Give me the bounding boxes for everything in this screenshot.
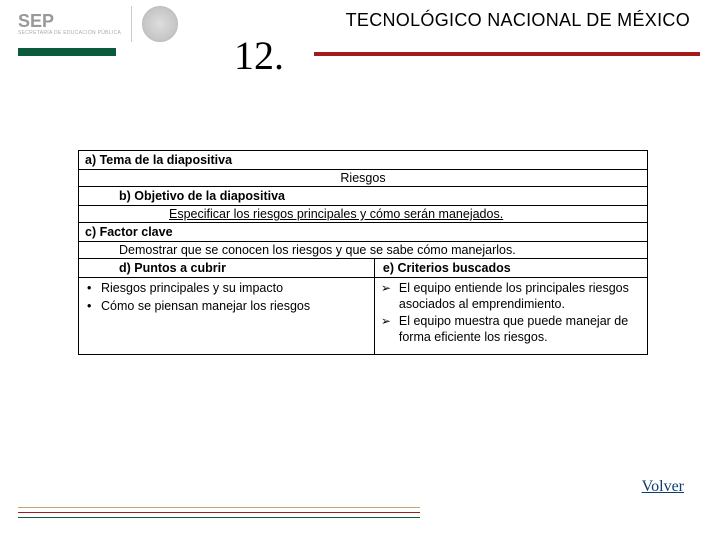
table-row: Especificar los riesgos principales y có…	[79, 206, 648, 223]
content-area: a) Tema de la diapositiva Riesgos b) Obj…	[78, 150, 648, 355]
section-c-value: Demostrar que se conocen los riesgos y q…	[79, 242, 648, 259]
section-e-items: El equipo entiende los principales riesg…	[374, 278, 647, 355]
table-row: b) Objetivo de la diapositiva	[79, 187, 648, 206]
green-accent-bar	[18, 48, 116, 56]
table-row: Demostrar que se conocen los riesgos y q…	[79, 242, 648, 259]
table-row: Riesgos	[79, 170, 648, 187]
slide-structure-table: a) Tema de la diapositiva Riesgos b) Obj…	[78, 150, 648, 355]
list-item: Riesgos principales y su impacto	[85, 281, 368, 297]
slide-number: 12.	[234, 32, 284, 79]
institution-title: TECNOLÓGICO NACIONAL DE MÉXICO	[346, 10, 690, 31]
section-d-items: Riesgos principales y su impacto Cómo se…	[79, 278, 375, 355]
section-e-label: e) Criterios buscados	[374, 259, 647, 278]
section-a-label: a) Tema de la diapositiva	[79, 151, 648, 170]
list-item: El equipo entiende los principales riesg…	[381, 281, 641, 312]
footer-line-red	[18, 512, 420, 513]
mexico-seal-icon	[142, 6, 178, 42]
slide-header: SEP SECRETARÍA DE EDUCACIÓN PÚBLICA TECN…	[0, 0, 720, 88]
list-item: El equipo muestra que puede manejar de f…	[381, 314, 641, 345]
section-b-value: Especificar los riesgos principales y có…	[79, 206, 648, 223]
red-accent-line	[314, 52, 700, 56]
volver-link[interactable]: Volver	[642, 478, 684, 496]
table-row: Riesgos principales y su impacto Cómo se…	[79, 278, 648, 355]
sep-logo-text: SEP	[18, 12, 121, 30]
list-item: Cómo se piensan manejar los riesgos	[85, 299, 368, 315]
table-row: a) Tema de la diapositiva	[79, 151, 648, 170]
table-row: c) Factor clave	[79, 223, 648, 242]
section-a-value: Riesgos	[79, 170, 648, 187]
section-c-label: c) Factor clave	[79, 223, 648, 242]
sep-logo: SEP SECRETARÍA DE EDUCACIÓN PÚBLICA	[18, 12, 121, 36]
logo-area: SEP SECRETARÍA DE EDUCACIÓN PÚBLICA	[18, 6, 178, 42]
footer-accent	[18, 507, 420, 522]
section-b-label: b) Objetivo de la diapositiva	[79, 187, 648, 206]
sep-logo-subtext: SECRETARÍA DE EDUCACIÓN PÚBLICA	[18, 30, 121, 36]
logo-divider	[131, 6, 132, 42]
footer-line-green	[18, 517, 420, 518]
section-d-label: d) Puntos a cubrir	[79, 259, 375, 278]
table-row: d) Puntos a cubrir e) Criterios buscados	[79, 259, 648, 278]
footer-line-gold	[18, 507, 420, 508]
